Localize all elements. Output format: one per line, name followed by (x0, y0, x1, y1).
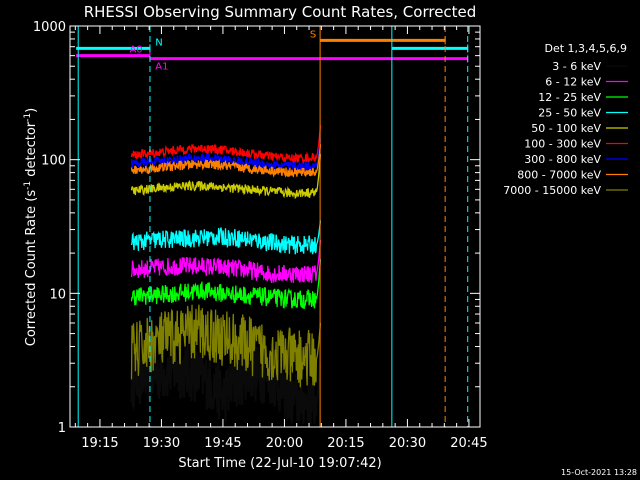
series-4-line (130, 154, 322, 200)
series-2-line (130, 259, 322, 309)
marker-lines (77, 26, 469, 427)
series-0-line (130, 342, 322, 425)
legend-label: 100 - 300 keV (524, 138, 601, 151)
legend-label: 6 - 12 keV (545, 76, 601, 89)
x-tick-label: 20:00 (266, 436, 303, 451)
series-3-line (130, 220, 322, 255)
legend-label: 300 - 800 keV (524, 153, 601, 166)
axes: 19:15 19:30 19:45 20:00 20:15 20:30 20:45 1000 1… (33, 20, 488, 451)
footer-timestamp: 15-Oct-2021 13:28 (561, 468, 637, 477)
attenuator-flags: N A0 A1 S (76, 29, 469, 73)
data-series (130, 125, 322, 425)
series-6-line (130, 138, 322, 173)
y-tick-label: 1000 (33, 20, 66, 35)
legend: 3 - 6 keV 6 - 12 keV 12 - 25 keV 25 - 50 ke… (503, 60, 628, 197)
flag-a0-label: A0 (129, 45, 142, 56)
legend-label: 25 - 50 keV (538, 107, 601, 120)
legend-label: 3 - 6 keV (552, 60, 601, 73)
legend-label: 50 - 100 keV (531, 122, 601, 135)
flag-a1-label: A1 (155, 62, 168, 73)
legend-label: 800 - 7000 keV (517, 169, 601, 182)
legend-label: 7000 - 15000 keV (503, 184, 601, 197)
chart-title: RHESSI Observing Summary Count Rates, Co… (84, 3, 477, 21)
plot-frame (69, 25, 481, 428)
legend-title: Det 1,3,4,5,6,9 (544, 42, 627, 55)
x-tick-label: 19:45 (204, 436, 241, 451)
flag-n-label: N (155, 37, 162, 48)
series-8-line (130, 304, 322, 388)
x-tick-label: 19:15 (81, 436, 118, 451)
x-tick-label: 20:15 (327, 436, 364, 451)
y-tick-label: 1 (58, 421, 66, 436)
series-1-line (130, 240, 322, 284)
y-tick-label: 10 (49, 287, 66, 302)
x-tick-label: 20:45 (450, 436, 487, 451)
y-tick-label: 100 (41, 154, 66, 169)
series-7-line (130, 144, 322, 178)
x-tick-label: 19:30 (143, 436, 180, 451)
x-axis-label: Start Time (22-Jul-10 19:07:42) (178, 456, 381, 471)
legend-label: 12 - 25 keV (538, 91, 601, 104)
series-5-line (130, 125, 322, 166)
flag-s-label: S (310, 29, 316, 40)
x-tick-label: 20:30 (389, 436, 426, 451)
y-axis-label: Corrected Count Rate (s-1 detector-1) (23, 108, 39, 346)
